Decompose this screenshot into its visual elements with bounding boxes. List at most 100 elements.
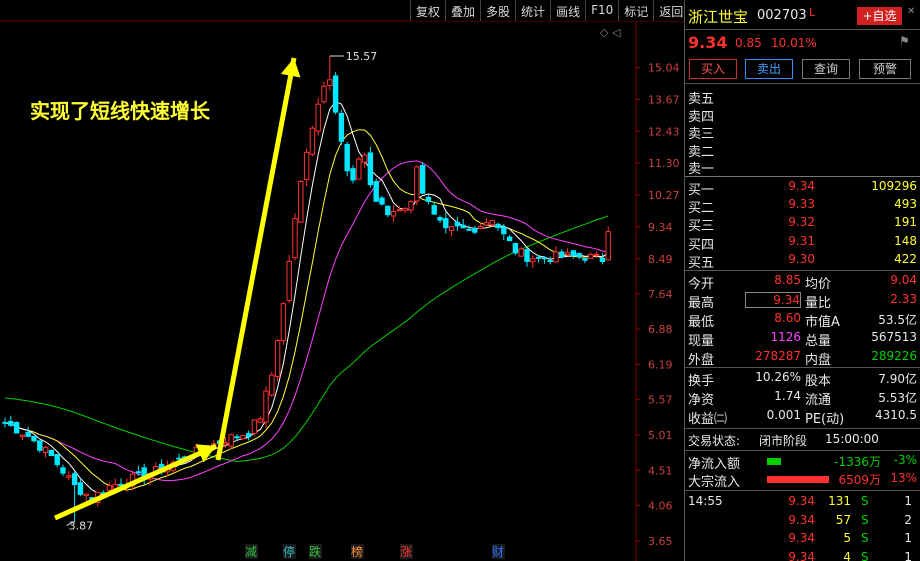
candle-down — [135, 471, 142, 474]
candle-down — [559, 251, 565, 258]
bid-level-label: 买四 — [688, 237, 715, 253]
candle-down — [385, 205, 391, 216]
candle-down — [547, 260, 553, 263]
sell-button[interactable]: 卖出 — [745, 59, 793, 79]
price-change-pct: 10.01% — [771, 36, 817, 50]
candle-down — [31, 435, 37, 442]
candle-down — [535, 256, 542, 259]
quote-label: 总量 — [805, 334, 832, 349]
candle-up — [42, 446, 49, 453]
candle-down — [54, 454, 60, 466]
candle-up — [274, 340, 281, 377]
tick-price: 9.34 — [788, 512, 815, 527]
candle-down — [77, 482, 84, 495]
event-marker: 涨 — [400, 544, 412, 559]
bid-volume: 493 — [894, 197, 917, 212]
candle-down — [60, 467, 66, 474]
ma20-line — [4, 160, 609, 482]
ask-level-label: 卖二 — [688, 144, 715, 160]
fund-label: 股本 — [805, 374, 832, 389]
candle-up — [489, 220, 495, 226]
fund-value: 0.001 — [766, 408, 801, 422]
toolbar-item-0[interactable]: 复权 — [411, 0, 447, 21]
candle-down — [13, 422, 20, 434]
query-button[interactable]: 查询 — [802, 59, 850, 79]
candle-down — [332, 75, 339, 113]
tick-side: S — [861, 512, 869, 527]
bid-price: 9.32 — [788, 215, 815, 230]
chart-annotation: 实现了短线快速增长 — [30, 99, 210, 123]
candle-up — [269, 374, 275, 396]
quote-panel: 浙江世宝 002703 L +自选 ✕ 9.34 0.85 10.01% ⚑ 买… — [685, 0, 920, 561]
quote-value: 9.34 — [745, 292, 801, 308]
candle-down — [541, 257, 548, 260]
close-icon[interactable]: ✕ — [907, 6, 916, 17]
candle-up — [315, 103, 321, 132]
flow-label: 大宗流入 — [688, 475, 741, 490]
candle-up — [605, 231, 611, 261]
candle-up — [83, 493, 89, 497]
quote-value: 53.5亿 — [878, 313, 917, 327]
candle-down — [37, 440, 43, 451]
flow-bar — [767, 458, 781, 465]
tick-side: S — [861, 494, 869, 508]
quote-value: 9.04 — [890, 273, 917, 287]
candle-down — [373, 181, 379, 202]
candle-up — [228, 434, 234, 447]
buy-button[interactable]: 买入 — [689, 59, 737, 79]
stock-flag: L — [809, 6, 816, 19]
candle-down — [8, 420, 14, 426]
event-marker-bg — [309, 544, 322, 559]
candle-up — [414, 166, 420, 202]
candle-down — [176, 457, 182, 460]
tick-price: 9.34 — [788, 549, 815, 561]
ask-level-label: 卖一 — [688, 162, 715, 177]
candle-down — [48, 449, 55, 457]
fund-value: 1.74 — [774, 389, 801, 403]
price-change: 0.85 — [735, 36, 762, 50]
candle-down — [431, 205, 437, 215]
quote-label: 内盘 — [805, 353, 832, 368]
high-price-label: 15.57 — [346, 50, 378, 63]
price-tick-label: 3.65 — [648, 535, 673, 548]
toolbar-item-6[interactable]: 标记 — [619, 0, 655, 21]
candle-up — [251, 419, 258, 434]
candle-up — [280, 303, 287, 342]
candle-down — [460, 224, 466, 229]
arrow-sharp-rise-head — [280, 58, 301, 78]
kline-chart-area[interactable]: 15.04 13.67 12.43 11.30 10.27 9.34 8.49 7.64 6.8… — [0, 0, 690, 561]
candle-up — [222, 442, 229, 445]
trade-status-state: 闭市阶段 — [759, 434, 808, 448]
event-marker-bg — [400, 544, 413, 559]
toolbar-item-5[interactable]: F10 — [586, 0, 620, 21]
candle-down — [524, 249, 530, 262]
candlestick-chart[interactable]: 15.04 13.67 12.43 11.30 10.27 9.34 8.49 7.64 6.8… — [0, 0, 685, 561]
toolbar-item-3[interactable]: 统计 — [516, 0, 552, 21]
bid-volume: 148 — [894, 233, 917, 248]
chart-corner-icons[interactable]: ◇ ◁ — [600, 26, 621, 39]
tick-price: 9.34 — [788, 531, 815, 545]
add-favorite-button[interactable]: +自选 — [857, 7, 902, 25]
event-marker-bg — [351, 544, 364, 559]
candle-down — [443, 218, 449, 229]
price-tick-label: 6.88 — [648, 323, 673, 336]
alert-button[interactable]: 预警 — [859, 59, 911, 79]
toolbar-item-4[interactable]: 画线 — [551, 0, 587, 21]
chart-toolbar: 复权 叠加 多股 统计 画线 F10 标记 返回 — [410, 0, 690, 21]
quote-label: 最低 — [688, 315, 715, 330]
candle-down — [512, 243, 519, 254]
bid-price: 9.31 — [788, 233, 815, 248]
candle-up — [518, 248, 524, 257]
tick-count: 1 — [904, 494, 912, 508]
event-marker: 跌 — [309, 544, 321, 559]
price-tick-label: 13.67 — [648, 94, 680, 107]
toolbar-item-1[interactable]: 叠加 — [446, 0, 482, 21]
stock-name: 浙江世宝 — [688, 8, 749, 26]
fund-label: 收益㈡ — [688, 412, 728, 427]
bid-price: 9.34 — [788, 179, 815, 193]
candle-up — [593, 253, 600, 256]
candle-up — [292, 218, 298, 259]
toolbar-item-2[interactable]: 多股 — [481, 0, 517, 21]
fund-value: 10.26% — [755, 370, 801, 384]
bell-icon[interactable]: ⚑ — [899, 34, 910, 48]
